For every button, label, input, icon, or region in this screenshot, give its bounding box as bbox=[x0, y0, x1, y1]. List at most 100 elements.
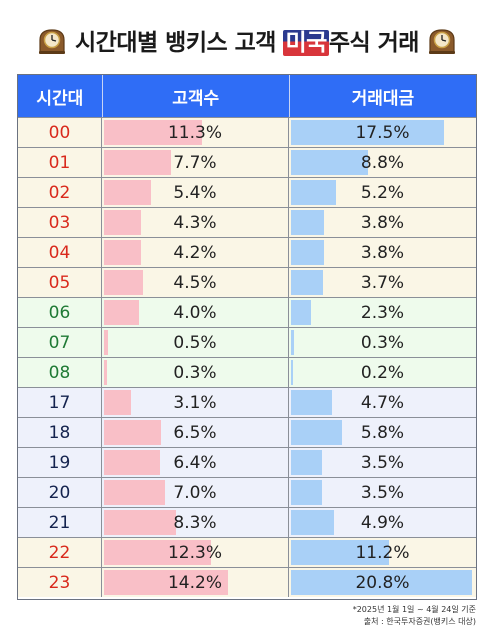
customers-cell: 7.7% bbox=[102, 148, 289, 177]
hour-cell: 23 bbox=[18, 568, 102, 597]
customers-bar bbox=[104, 210, 142, 235]
customers-bar bbox=[104, 480, 165, 505]
amount-value: 0.3% bbox=[360, 332, 405, 353]
customers-value: 11.3% bbox=[167, 122, 222, 143]
hour-cell: 20 bbox=[18, 478, 102, 507]
customers-bar bbox=[104, 450, 160, 475]
amount-bar bbox=[291, 390, 332, 415]
amount-cell: 8.8% bbox=[289, 148, 476, 177]
amount-bar bbox=[291, 450, 322, 475]
table-row: 18 6.5% 5.8% bbox=[18, 417, 476, 447]
amount-value: 20.8% bbox=[355, 572, 410, 593]
amount-value: 17.5% bbox=[355, 122, 410, 143]
amount-value: 0.2% bbox=[360, 362, 405, 383]
customers-cell: 7.0% bbox=[102, 478, 289, 507]
customers-bar bbox=[104, 240, 141, 265]
table-row: 07 0.5% 0.3% bbox=[18, 327, 476, 357]
customers-cell: 0.3% bbox=[102, 358, 289, 387]
table-row: 21 8.3% 4.9% bbox=[18, 507, 476, 537]
table-row: 20 7.0% 3.5% bbox=[18, 477, 476, 507]
amount-value: 3.5% bbox=[360, 452, 405, 473]
customers-bar bbox=[104, 540, 212, 565]
table-row: 22 12.3% 11.2% bbox=[18, 537, 476, 567]
amount-cell: 5.8% bbox=[289, 418, 476, 447]
customers-bar bbox=[104, 390, 131, 415]
hour-cell: 00 bbox=[18, 118, 102, 147]
customers-cell: 4.3% bbox=[102, 208, 289, 237]
customers-cell: 4.5% bbox=[102, 268, 289, 297]
chart-title: 시간대별 뱅키스 고객 미국주식 거래 bbox=[75, 23, 419, 57]
amount-cell: 3.7% bbox=[289, 268, 476, 297]
amount-bar bbox=[291, 270, 324, 295]
customers-value: 7.7% bbox=[173, 152, 217, 173]
amount-bar bbox=[291, 240, 325, 265]
amount-value: 5.8% bbox=[360, 422, 405, 443]
header-hour: 시간대 bbox=[18, 75, 103, 117]
customers-value: 5.4% bbox=[173, 182, 217, 203]
table-row: 03 4.3% 3.8% bbox=[18, 207, 476, 237]
amount-cell: 4.7% bbox=[289, 388, 476, 417]
amount-cell: 20.8% bbox=[289, 568, 476, 597]
hour-cell: 21 bbox=[18, 508, 102, 537]
mantel-clock-icon bbox=[39, 29, 66, 54]
customers-value: 3.1% bbox=[173, 392, 217, 413]
customers-cell: 4.2% bbox=[102, 238, 289, 267]
amount-bar bbox=[291, 300, 312, 325]
amount-value: 5.2% bbox=[360, 182, 405, 203]
amount-bar bbox=[291, 510, 334, 535]
amount-value: 3.7% bbox=[360, 272, 405, 293]
customers-cell: 4.0% bbox=[102, 298, 289, 327]
customers-value: 4.2% bbox=[173, 242, 217, 263]
customers-value: 12.3% bbox=[167, 542, 222, 563]
amount-bar bbox=[291, 540, 389, 565]
amount-bar bbox=[291, 180, 337, 205]
customers-value: 14.2% bbox=[167, 572, 222, 593]
header-amount: 거래대금 bbox=[351, 88, 415, 109]
amount-bar bbox=[291, 420, 342, 445]
hour-cell: 03 bbox=[18, 208, 102, 237]
amount-cell: 0.2% bbox=[289, 358, 476, 387]
amount-bar bbox=[291, 570, 473, 595]
customers-bar bbox=[104, 300, 139, 325]
customers-cell: 3.1% bbox=[102, 388, 289, 417]
hour-cell: 02 bbox=[18, 178, 102, 207]
table-row: 00 11.3% 17.5% bbox=[18, 117, 476, 147]
footnote-date: *2025년 1월 1일 ~ 4월 24일 기준 bbox=[352, 605, 476, 614]
hour-cell: 17 bbox=[18, 388, 102, 417]
customers-value: 4.0% bbox=[173, 302, 217, 323]
customers-bar bbox=[104, 570, 228, 595]
hour-cell: 01 bbox=[18, 148, 102, 177]
amount-bar bbox=[291, 330, 294, 355]
amount-value: 3.8% bbox=[360, 242, 405, 263]
amount-cell: 11.2% bbox=[289, 538, 476, 567]
customers-bar bbox=[104, 420, 161, 445]
data-table: 시간대 고객수 거래대금 00 11.3% 17.5% 01 7.7% 8.8% 02 5.4… bbox=[17, 74, 477, 600]
table-row: 06 4.0% 2.3% bbox=[18, 297, 476, 327]
customers-cell: 11.3% bbox=[102, 118, 289, 147]
header-customers: 고객수 bbox=[103, 75, 290, 117]
amount-cell: 0.3% bbox=[289, 328, 476, 357]
title-part1: 시간대별 뱅키스 고객 bbox=[75, 30, 284, 56]
customers-cell: 6.4% bbox=[102, 448, 289, 477]
table-row: 04 4.2% 3.8% bbox=[18, 237, 476, 267]
customers-bar bbox=[104, 180, 152, 205]
customers-value: 0.5% bbox=[173, 332, 217, 353]
amount-value: 3.5% bbox=[360, 482, 405, 503]
customers-bar bbox=[104, 330, 109, 355]
amount-cell: 3.8% bbox=[289, 238, 476, 267]
hour-cell: 18 bbox=[18, 418, 102, 447]
customers-bar bbox=[104, 360, 107, 385]
customers-cell: 0.5% bbox=[102, 328, 289, 357]
hour-cell: 08 bbox=[18, 358, 102, 387]
amount-cell: 3.8% bbox=[289, 208, 476, 237]
amount-bar bbox=[291, 210, 325, 235]
table-row: 08 0.3% 0.2% bbox=[18, 357, 476, 387]
amount-bar bbox=[291, 360, 293, 385]
hour-cell: 06 bbox=[18, 298, 102, 327]
customers-bar bbox=[104, 120, 203, 145]
title-row: 시간대별 뱅키스 고객 미국주식 거래 bbox=[0, 18, 494, 62]
footnote-source: 출처 : 한국투자증권(뱅키스 대상) bbox=[363, 617, 476, 626]
title-flag-word: 미국 bbox=[283, 30, 329, 56]
amount-cell: 3.5% bbox=[289, 478, 476, 507]
table-header: 시간대 고객수 거래대금 bbox=[18, 75, 476, 117]
